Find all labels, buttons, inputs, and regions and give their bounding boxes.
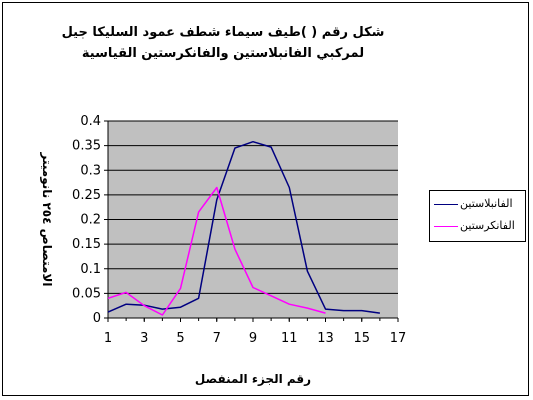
legend-item-vincristine: الفانكرستين bbox=[430, 216, 525, 236]
legend-label-vinblastine: الفانبلاستين bbox=[460, 197, 513, 210]
x-tick-label: 11 bbox=[281, 331, 298, 346]
x-tick-label: 17 bbox=[390, 331, 407, 346]
series-layer bbox=[107, 140, 381, 316]
chart-frame: شكل رقم ( )طيف سيماء شطف عمود السليكا جي… bbox=[2, 2, 529, 396]
y-tick-label: 0.1 bbox=[80, 262, 101, 277]
x-tick-label: 13 bbox=[317, 331, 334, 346]
legend-label-vincristine: الفانكرستين bbox=[460, 219, 515, 232]
series-line-1 bbox=[107, 186, 326, 316]
y-tick-label: 0.2 bbox=[80, 213, 101, 228]
x-tick-label: 5 bbox=[176, 331, 184, 346]
legend-swatch-vinblastine bbox=[434, 204, 458, 205]
y-tick-label: 0.15 bbox=[72, 237, 101, 252]
chart-subtitle: لمركبي الفانبلاستين والفانكرستين القياسي… bbox=[81, 46, 365, 61]
x-tick-label: 9 bbox=[249, 331, 257, 346]
legend-item-vinblastine: الفانبلاستين bbox=[430, 194, 525, 214]
legend-swatch-vincristine bbox=[434, 226, 458, 227]
y-axis-title: الامتصاص ٢٥٤ نانوميتر bbox=[39, 152, 54, 287]
line-chart: 00.050.10.150.20.250.30.350.41 3 5 7 9 11 13 15… bbox=[39, 114, 406, 386]
series-line-0 bbox=[107, 140, 381, 314]
y-tick-label: 0.25 bbox=[72, 188, 101, 203]
x-axis-title: رقم الجزء المنفصل bbox=[195, 372, 311, 386]
chart-title: شكل رقم ( )طيف سيماء شطف عمود السليكا جي… bbox=[61, 25, 385, 40]
axes bbox=[104, 120, 399, 322]
x-tick-label: 3 bbox=[140, 331, 148, 346]
tick-labels: 00.050.10.150.20.250.30.350.41 3 5 7 9 11 13 15… bbox=[72, 114, 406, 346]
y-tick-label: 0.35 bbox=[72, 139, 101, 154]
y-tick-label: 0 bbox=[93, 311, 101, 326]
legend: الفانبلاستين الفانكرستين bbox=[429, 190, 526, 242]
x-tick-label: 15 bbox=[353, 331, 370, 346]
grid-lines bbox=[108, 120, 398, 319]
y-tick-label: 0.3 bbox=[80, 163, 101, 178]
y-tick-label: 0.4 bbox=[80, 114, 101, 129]
x-tick-label: 1 bbox=[104, 331, 112, 346]
x-tick-label: 7 bbox=[213, 331, 221, 346]
y-tick-label: 0.05 bbox=[72, 286, 101, 301]
